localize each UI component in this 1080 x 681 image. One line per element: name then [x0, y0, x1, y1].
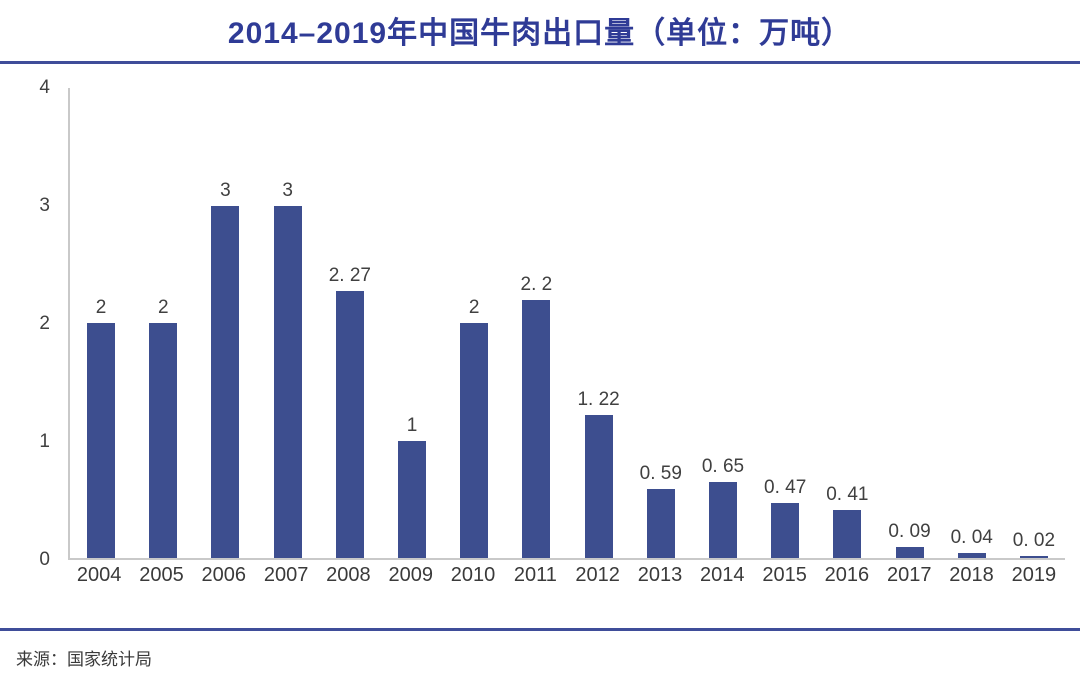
- bar-value-label: 1: [406, 414, 418, 436]
- x-tick-label-2005: 2005: [139, 564, 184, 586]
- bar-2010: [460, 323, 489, 558]
- y-tick-label-2: 2: [39, 313, 50, 334]
- top-divider: [0, 61, 1080, 64]
- source-note: 来源：国家统计局: [16, 650, 152, 669]
- bar-value-label: 0. 04: [950, 527, 993, 549]
- bar-value-label: 0. 09: [888, 521, 931, 543]
- bar-value-label: 0. 59: [639, 462, 682, 484]
- bottom-divider: [0, 628, 1080, 631]
- bar-slot-2009: 1: [381, 88, 443, 558]
- y-tick-label-1: 1: [39, 431, 50, 452]
- bar-slot-2010: 2: [443, 88, 505, 558]
- bar-slot-2011: 2. 2: [505, 88, 567, 558]
- bar-value-label: 3: [220, 179, 231, 201]
- bar-2017: [895, 547, 924, 558]
- x-tick-label-2015: 2015: [762, 564, 807, 586]
- bar-value-label: 2: [95, 297, 107, 318]
- x-tick-label-2006: 2006: [201, 564, 247, 586]
- bar-value-label: 2. 27: [328, 265, 371, 287]
- bar-value-label: 2: [157, 297, 169, 318]
- bar-slot-2007: 3: [257, 88, 319, 558]
- bar-2013: [646, 488, 675, 558]
- bar-slot-2015: 0. 47: [754, 88, 816, 558]
- bar-value-label: 0. 41: [826, 483, 869, 505]
- bar-2008: [335, 291, 364, 558]
- bar-value-label: 3: [282, 179, 293, 201]
- y-tick-label-4: 4: [39, 77, 50, 98]
- bar-value-label: 0. 02: [1012, 529, 1056, 551]
- x-tick-label-2008: 2008: [326, 564, 371, 586]
- x-axis: 2004 2005 2006 2007 2008 2009 2010 2011 2012 2013…: [68, 564, 1065, 587]
- bar-value-label: 0. 47: [764, 476, 807, 498]
- bar-2006: [211, 205, 240, 558]
- bar-value-label: 2. 2: [520, 273, 553, 295]
- bar-2016: [833, 509, 862, 558]
- bar-slot-2008: 2. 27: [319, 88, 381, 558]
- y-tick-label-3: 3: [39, 195, 50, 216]
- y-tick-label-0: 0: [39, 549, 50, 570]
- x-tick-label-2018: 2018: [949, 564, 994, 586]
- bar-2019: [1019, 555, 1048, 558]
- x-tick-label-2009: 2009: [388, 564, 433, 586]
- bar-slot-2014: 0. 65: [692, 88, 754, 558]
- bar-slot-2012: 1. 22: [568, 88, 630, 558]
- bar-2011: [522, 299, 551, 558]
- bar-2005: [149, 323, 178, 558]
- x-tick-label-2010: 2010: [450, 564, 496, 586]
- x-tick-label-2004: 2004: [76, 564, 122, 586]
- bar-slot-2006: 3: [194, 88, 256, 558]
- bar-value-label: 0. 65: [701, 455, 745, 477]
- bar-value-label: 1. 22: [577, 388, 620, 410]
- bar-2009: [398, 440, 427, 558]
- x-tick-label-2012: 2012: [575, 564, 620, 586]
- bar-slot-2005: 2: [132, 88, 194, 558]
- x-tick-label-2017: 2017: [886, 564, 932, 586]
- bar-slot-2013: 0. 59: [630, 88, 692, 558]
- y-axis: 0 1 2 3 4: [0, 77, 60, 570]
- bar-slot-2004: 2: [70, 88, 132, 558]
- x-tick-label-2011: 2011: [513, 564, 557, 586]
- bar-2012: [584, 414, 613, 558]
- bar-2018: [957, 553, 986, 558]
- bar-2004: [87, 323, 116, 558]
- x-tick-label-2007: 2007: [263, 564, 309, 586]
- bar-slot-2016: 0. 41: [816, 88, 878, 558]
- x-tick-label-2014: 2014: [700, 564, 745, 586]
- bar-2007: [273, 205, 302, 558]
- bar-2015: [771, 502, 800, 558]
- chart-title: 2014–2019年中国牛肉出口量（单位：万吨）: [227, 17, 853, 50]
- bar-2014: [708, 481, 737, 558]
- plot-area: 2 2 3 3 2. 27 1 2 2. 2 1. 22 0. 59 0. 65 0. 47 0. 41…: [68, 88, 1065, 560]
- x-tick-label-2016: 2016: [824, 564, 870, 586]
- bar-slot-2019: 0. 02: [1003, 88, 1065, 558]
- bar-slot-2017: 0. 09: [878, 88, 940, 558]
- bar-series: 2 2 3 3 2. 27 1 2 2. 2 1. 22 0. 59 0. 65 0. 47 0. 41…: [70, 88, 1065, 558]
- x-tick-label-2013: 2013: [637, 564, 683, 586]
- bar-value-label: 2: [468, 297, 480, 318]
- bar-slot-2018: 0. 04: [941, 88, 1003, 558]
- x-tick-label-2019: 2019: [1011, 564, 1057, 586]
